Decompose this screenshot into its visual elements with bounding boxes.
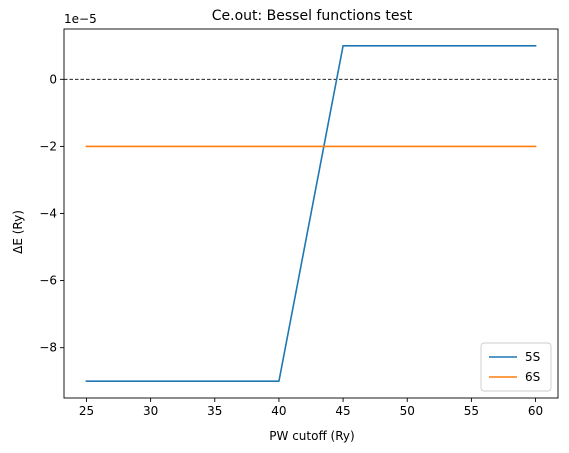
legend-box xyxy=(480,342,552,392)
x-axis-label: PW cutoff (Ry) xyxy=(269,429,354,443)
x-tick-label: 25 xyxy=(79,404,94,418)
y-tick-label: −2 xyxy=(39,139,57,153)
series-line-5s xyxy=(85,44,537,383)
y-tick-label: −8 xyxy=(39,341,57,355)
x-tick-label: 50 xyxy=(400,404,415,418)
x-tick-label: 30 xyxy=(143,404,158,418)
x-tick-label: 60 xyxy=(528,404,543,418)
x-tick-label: 45 xyxy=(335,404,350,418)
x-tick-label: 40 xyxy=(271,404,286,418)
x-tick-label: 35 xyxy=(207,404,222,418)
y-offset-label: 1e−5 xyxy=(64,12,97,26)
chart-title: Ce.out: Bessel functions test xyxy=(212,8,413,24)
y-axis-label: ΔE (Ry) xyxy=(11,210,25,254)
legend-label-6s: 6S xyxy=(525,370,540,384)
y-tick-label: −6 xyxy=(39,274,57,288)
legend-label-5s: 5S xyxy=(525,350,540,364)
y-tick-label: 0 xyxy=(49,72,57,86)
x-tick-label: 55 xyxy=(464,404,479,418)
y-tick-label: −4 xyxy=(39,207,57,221)
